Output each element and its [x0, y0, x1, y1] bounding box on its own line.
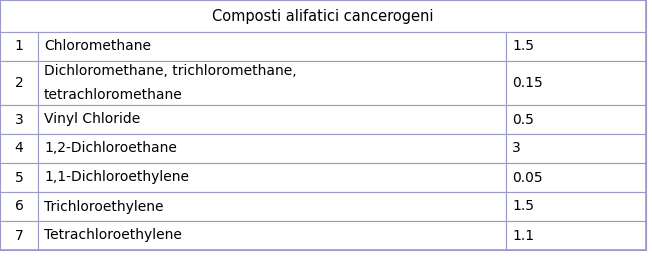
- Bar: [38, 163, 506, 192]
- Text: 3: 3: [512, 141, 521, 156]
- Text: 1.1: 1.1: [512, 229, 534, 243]
- Text: tetrachloromethane: tetrachloromethane: [44, 88, 183, 102]
- Text: Dichloromethane, trichloromethane,: Dichloromethane, trichloromethane,: [44, 64, 297, 78]
- Bar: [506, 32, 646, 61]
- Bar: [38, 105, 506, 134]
- Bar: [506, 134, 646, 163]
- Bar: [0, 0, 646, 32]
- Text: 7: 7: [14, 229, 23, 243]
- Bar: [0, 163, 38, 192]
- Bar: [38, 192, 506, 221]
- Text: Chloromethane: Chloromethane: [44, 39, 151, 53]
- Bar: [38, 61, 506, 105]
- Bar: [506, 105, 646, 134]
- Text: Vinyl Chloride: Vinyl Chloride: [44, 112, 140, 126]
- Text: 1.5: 1.5: [512, 39, 534, 53]
- Text: 1: 1: [14, 39, 23, 53]
- Bar: [0, 221, 38, 250]
- Bar: [0, 105, 38, 134]
- Bar: [506, 163, 646, 192]
- Bar: [0, 32, 38, 61]
- Text: Trichloroethylene: Trichloroethylene: [44, 199, 164, 214]
- Bar: [38, 134, 506, 163]
- Text: 1.5: 1.5: [512, 199, 534, 214]
- Bar: [0, 61, 38, 105]
- Bar: [0, 134, 38, 163]
- Text: 2: 2: [14, 76, 23, 90]
- Bar: [506, 221, 646, 250]
- Bar: [506, 192, 646, 221]
- Text: Composti alifatici cancerogeni: Composti alifatici cancerogeni: [213, 9, 434, 23]
- Text: 0.05: 0.05: [512, 171, 542, 184]
- Text: 0.15: 0.15: [512, 76, 542, 90]
- Text: 3: 3: [14, 112, 23, 126]
- Bar: [38, 32, 506, 61]
- Text: Tetrachloroethylene: Tetrachloroethylene: [44, 229, 182, 243]
- Text: 4: 4: [14, 141, 23, 156]
- Bar: [506, 61, 646, 105]
- Bar: [38, 221, 506, 250]
- Text: 6: 6: [14, 199, 23, 214]
- Text: 5: 5: [14, 171, 23, 184]
- Bar: [0, 192, 38, 221]
- Text: 1,1-Dichloroethylene: 1,1-Dichloroethylene: [44, 171, 189, 184]
- Text: 1,2-Dichloroethane: 1,2-Dichloroethane: [44, 141, 177, 156]
- Text: 0.5: 0.5: [512, 112, 534, 126]
